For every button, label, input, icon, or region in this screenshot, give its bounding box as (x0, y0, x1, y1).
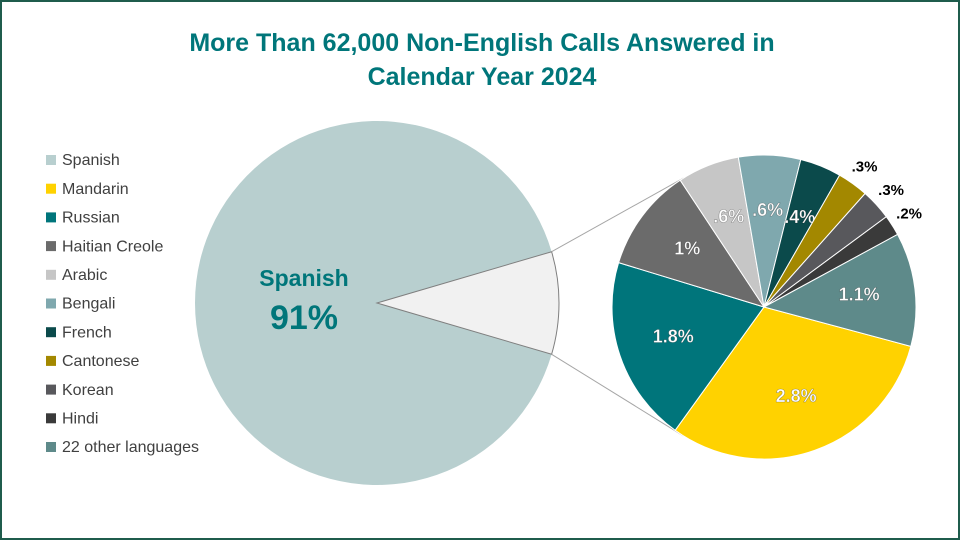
pie-slice (618, 179, 766, 308)
legend-swatch (46, 384, 56, 395)
legend-swatch (46, 155, 56, 165)
legend-label: Haitian Creole (62, 238, 163, 255)
legend-swatch (46, 442, 56, 452)
connector-line (551, 353, 684, 437)
legend-label: Spanish (62, 152, 120, 169)
slice-value-label: 91% (270, 299, 338, 337)
pie-slice (195, 121, 552, 486)
legend-label: French (62, 324, 112, 341)
legend-swatch (46, 298, 56, 309)
slice-value-label: .4% (784, 207, 815, 227)
slice-value-label: 1.8% (653, 326, 694, 346)
slice-value-label: 2.8% (776, 386, 817, 406)
legend-swatch (46, 212, 56, 223)
legend-label: Cantonese (62, 353, 139, 370)
slice-value-label: .6% (752, 200, 783, 220)
slice-value-label: .3% (852, 158, 878, 175)
slice-value-label: 1.1% (839, 284, 880, 304)
legend-label: 22 other languages (62, 439, 199, 456)
legend-label: Russian (62, 210, 120, 227)
legend-swatch (46, 413, 56, 424)
legend-label: Hindi (62, 411, 98, 428)
legend-label: Arabic (62, 267, 107, 284)
legend-swatch (46, 241, 56, 252)
slice-label: Spanish (259, 265, 348, 291)
legend-swatch (46, 355, 56, 366)
legend-swatch (46, 327, 56, 338)
pie-slice (762, 233, 917, 347)
legend-swatch (46, 269, 56, 280)
legend-label: Bengali (62, 296, 115, 313)
connector-line (551, 177, 684, 253)
legend-label: Mandarin (62, 181, 129, 198)
pie-slice (611, 261, 765, 432)
slice-value-label: 1% (674, 238, 700, 258)
slice-value-label: .3% (878, 182, 904, 199)
slice-value-label: .6% (713, 207, 744, 227)
chart-title: More Than 62,000 Non-English Calls Answe… (189, 29, 775, 91)
legend-label: Korean (62, 382, 114, 399)
pie-slice (674, 306, 912, 460)
pie-slice-group (375, 251, 560, 355)
legend-swatch (46, 183, 56, 194)
slice-value-label: .2% (896, 206, 922, 223)
